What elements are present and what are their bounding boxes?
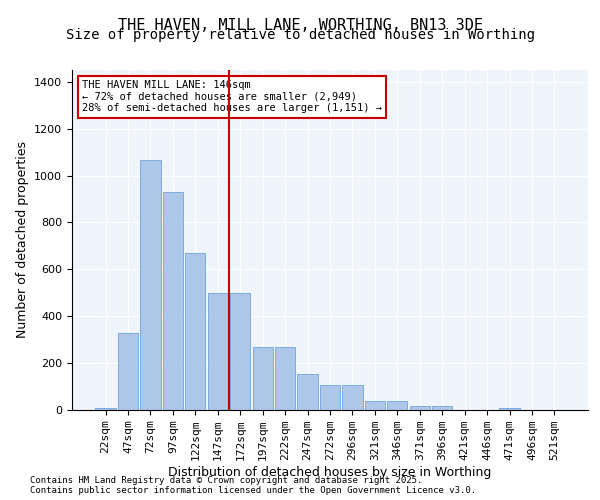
Bar [320, 386, 340, 410]
Text: Size of property relative to detached houses in Worthing: Size of property relative to detached ho… [65, 28, 535, 42]
Text: THE HAVEN, MILL LANE, WORTHING, BN13 3DE: THE HAVEN, MILL LANE, WORTHING, BN13 3DE [118, 18, 482, 32]
Text: THE HAVEN MILL LANE: 146sqm
← 72% of detached houses are smaller (2,949)
28% of : THE HAVEN MILL LANE: 146sqm ← 72% of det… [82, 80, 382, 114]
Bar [185, 253, 205, 410]
Bar [365, 400, 385, 410]
Bar [208, 293, 228, 410]
Bar [432, 406, 452, 410]
Bar [298, 374, 317, 410]
Bar [343, 386, 362, 410]
Bar [499, 408, 520, 410]
Bar [410, 406, 430, 410]
Bar [230, 293, 250, 410]
Text: Contains HM Land Registry data © Crown copyright and database right 2025.
Contai: Contains HM Land Registry data © Crown c… [30, 476, 476, 495]
Bar [163, 192, 183, 410]
Bar [118, 332, 138, 410]
Y-axis label: Number of detached properties: Number of detached properties [16, 142, 29, 338]
Bar [95, 408, 116, 410]
Bar [275, 346, 295, 410]
Bar [253, 346, 273, 410]
Bar [140, 160, 161, 410]
X-axis label: Distribution of detached houses by size in Worthing: Distribution of detached houses by size … [169, 466, 491, 479]
Bar [387, 400, 407, 410]
